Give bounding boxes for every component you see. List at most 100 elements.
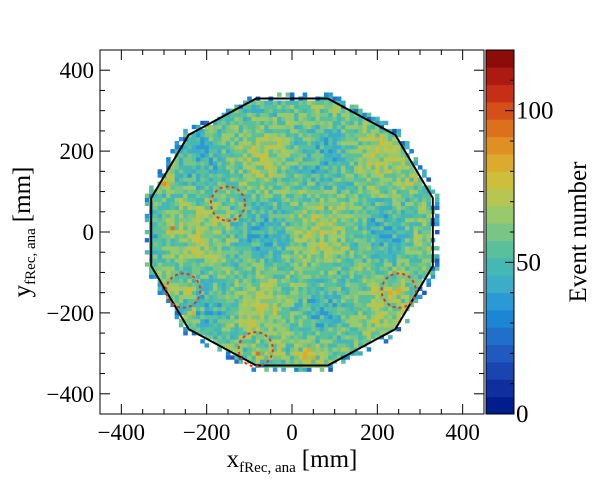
heatmap-cell	[341, 124, 346, 130]
heatmap-cell	[157, 201, 163, 207]
heatmap-cell	[396, 254, 402, 259]
heatmap-cell	[260, 270, 265, 275]
heatmap-cell	[247, 306, 252, 312]
heatmap-cell	[196, 197, 201, 202]
heatmap-cell	[311, 238, 316, 243]
heatmap-cell	[409, 286, 414, 291]
heatmap-cell	[328, 193, 333, 198]
heatmap-cell	[277, 116, 282, 122]
heatmap-cell	[396, 177, 402, 182]
heatmap-cell	[191, 294, 197, 300]
heatmap-cell	[324, 270, 329, 275]
heatmap-cell	[225, 173, 231, 178]
heatmap-cell	[272, 100, 278, 105]
colorbar-segment	[486, 379, 514, 398]
heatmap-cell	[217, 221, 222, 227]
heatmap-cell	[319, 355, 325, 360]
heatmap-cell	[405, 209, 410, 215]
heatmap-cell	[264, 124, 269, 130]
heatmap-cell	[234, 221, 239, 227]
heatmap-cell	[409, 169, 414, 174]
heatmap-cell	[213, 306, 218, 312]
heatmap-cell	[319, 238, 325, 243]
heatmap-cell	[183, 181, 188, 186]
heatmap-cell	[353, 238, 359, 243]
heatmap-cell	[298, 205, 303, 211]
heatmap-cell	[345, 343, 350, 348]
heatmap-cell	[366, 318, 372, 324]
heatmap-cell	[328, 318, 333, 324]
heatmap-cell	[306, 318, 312, 324]
heatmap-cell	[370, 185, 376, 190]
heatmap-cell	[328, 363, 333, 368]
heatmap-cell	[191, 327, 197, 332]
heatmap-cell	[349, 136, 355, 142]
heatmap-cell	[238, 124, 244, 130]
heatmap-cell	[336, 314, 342, 320]
heatmap-cell	[392, 177, 397, 182]
heatmap-cell	[405, 274, 410, 279]
heatmap-cell	[230, 189, 235, 194]
heatmap-cell	[396, 314, 402, 320]
heatmap-cell	[285, 286, 291, 291]
heatmap-cell	[183, 132, 188, 138]
heatmap-cell	[358, 112, 363, 118]
heatmap-cell	[328, 246, 333, 251]
heatmap-cell	[170, 177, 175, 182]
heatmap-cell	[230, 278, 235, 283]
heatmap-cell	[388, 238, 393, 243]
heatmap-cell	[217, 270, 222, 275]
heatmap-cell	[225, 221, 231, 227]
heatmap-cell	[315, 286, 321, 291]
heatmap-cell	[289, 161, 295, 166]
heatmap-cell	[345, 262, 350, 267]
heatmap-cell	[362, 124, 367, 130]
heatmap-cell	[200, 153, 205, 158]
heatmap-cell	[170, 262, 175, 267]
heatmap-cell	[230, 294, 235, 300]
heatmap-cell	[396, 193, 402, 198]
heatmap-cell	[332, 165, 338, 170]
heatmap-cell	[251, 266, 257, 271]
heatmap-cell	[289, 331, 295, 336]
heatmap-cell	[328, 116, 333, 122]
heatmap-cell	[345, 185, 350, 190]
heatmap-cell	[217, 213, 222, 219]
heatmap-cell	[370, 132, 376, 138]
heatmap-cell	[353, 327, 359, 332]
heatmap-cell	[345, 193, 350, 198]
heatmap-cell	[213, 124, 218, 130]
heatmap-cell	[370, 250, 376, 255]
heatmap-cell	[157, 217, 163, 223]
heatmap-cell	[289, 112, 295, 118]
heatmap-cell	[251, 193, 257, 198]
heatmap-cell	[413, 177, 419, 182]
heatmap-cell	[306, 149, 312, 154]
heatmap-cell	[388, 286, 393, 291]
heatmap-cell	[319, 116, 325, 122]
heatmap-cell	[166, 185, 171, 190]
heatmap-cell	[422, 270, 427, 275]
heatmap-cell	[255, 286, 261, 291]
heatmap-cell	[366, 217, 372, 223]
heatmap-cell	[353, 250, 359, 255]
heatmap-cell	[362, 221, 367, 227]
heatmap-cell	[405, 189, 410, 194]
heatmap-cell	[379, 278, 385, 283]
heatmap-cell	[349, 120, 355, 126]
heatmap-cell	[289, 165, 295, 170]
heatmap-cell	[161, 258, 167, 263]
heatmap-cell	[251, 234, 257, 239]
heatmap-cell	[174, 217, 180, 223]
heatmap-cell	[178, 185, 184, 190]
heatmap-cell	[238, 351, 244, 356]
heatmap-cell	[392, 250, 397, 255]
heatmap-cell	[178, 149, 184, 154]
heatmap-cell	[294, 351, 299, 356]
heatmap-cell	[196, 270, 201, 275]
heatmap-cell	[311, 302, 316, 308]
heatmap-cell	[430, 274, 436, 279]
heatmap-cell	[392, 225, 397, 231]
x-tick-label: 200	[360, 420, 395, 445]
heatmap-cell	[409, 165, 414, 170]
